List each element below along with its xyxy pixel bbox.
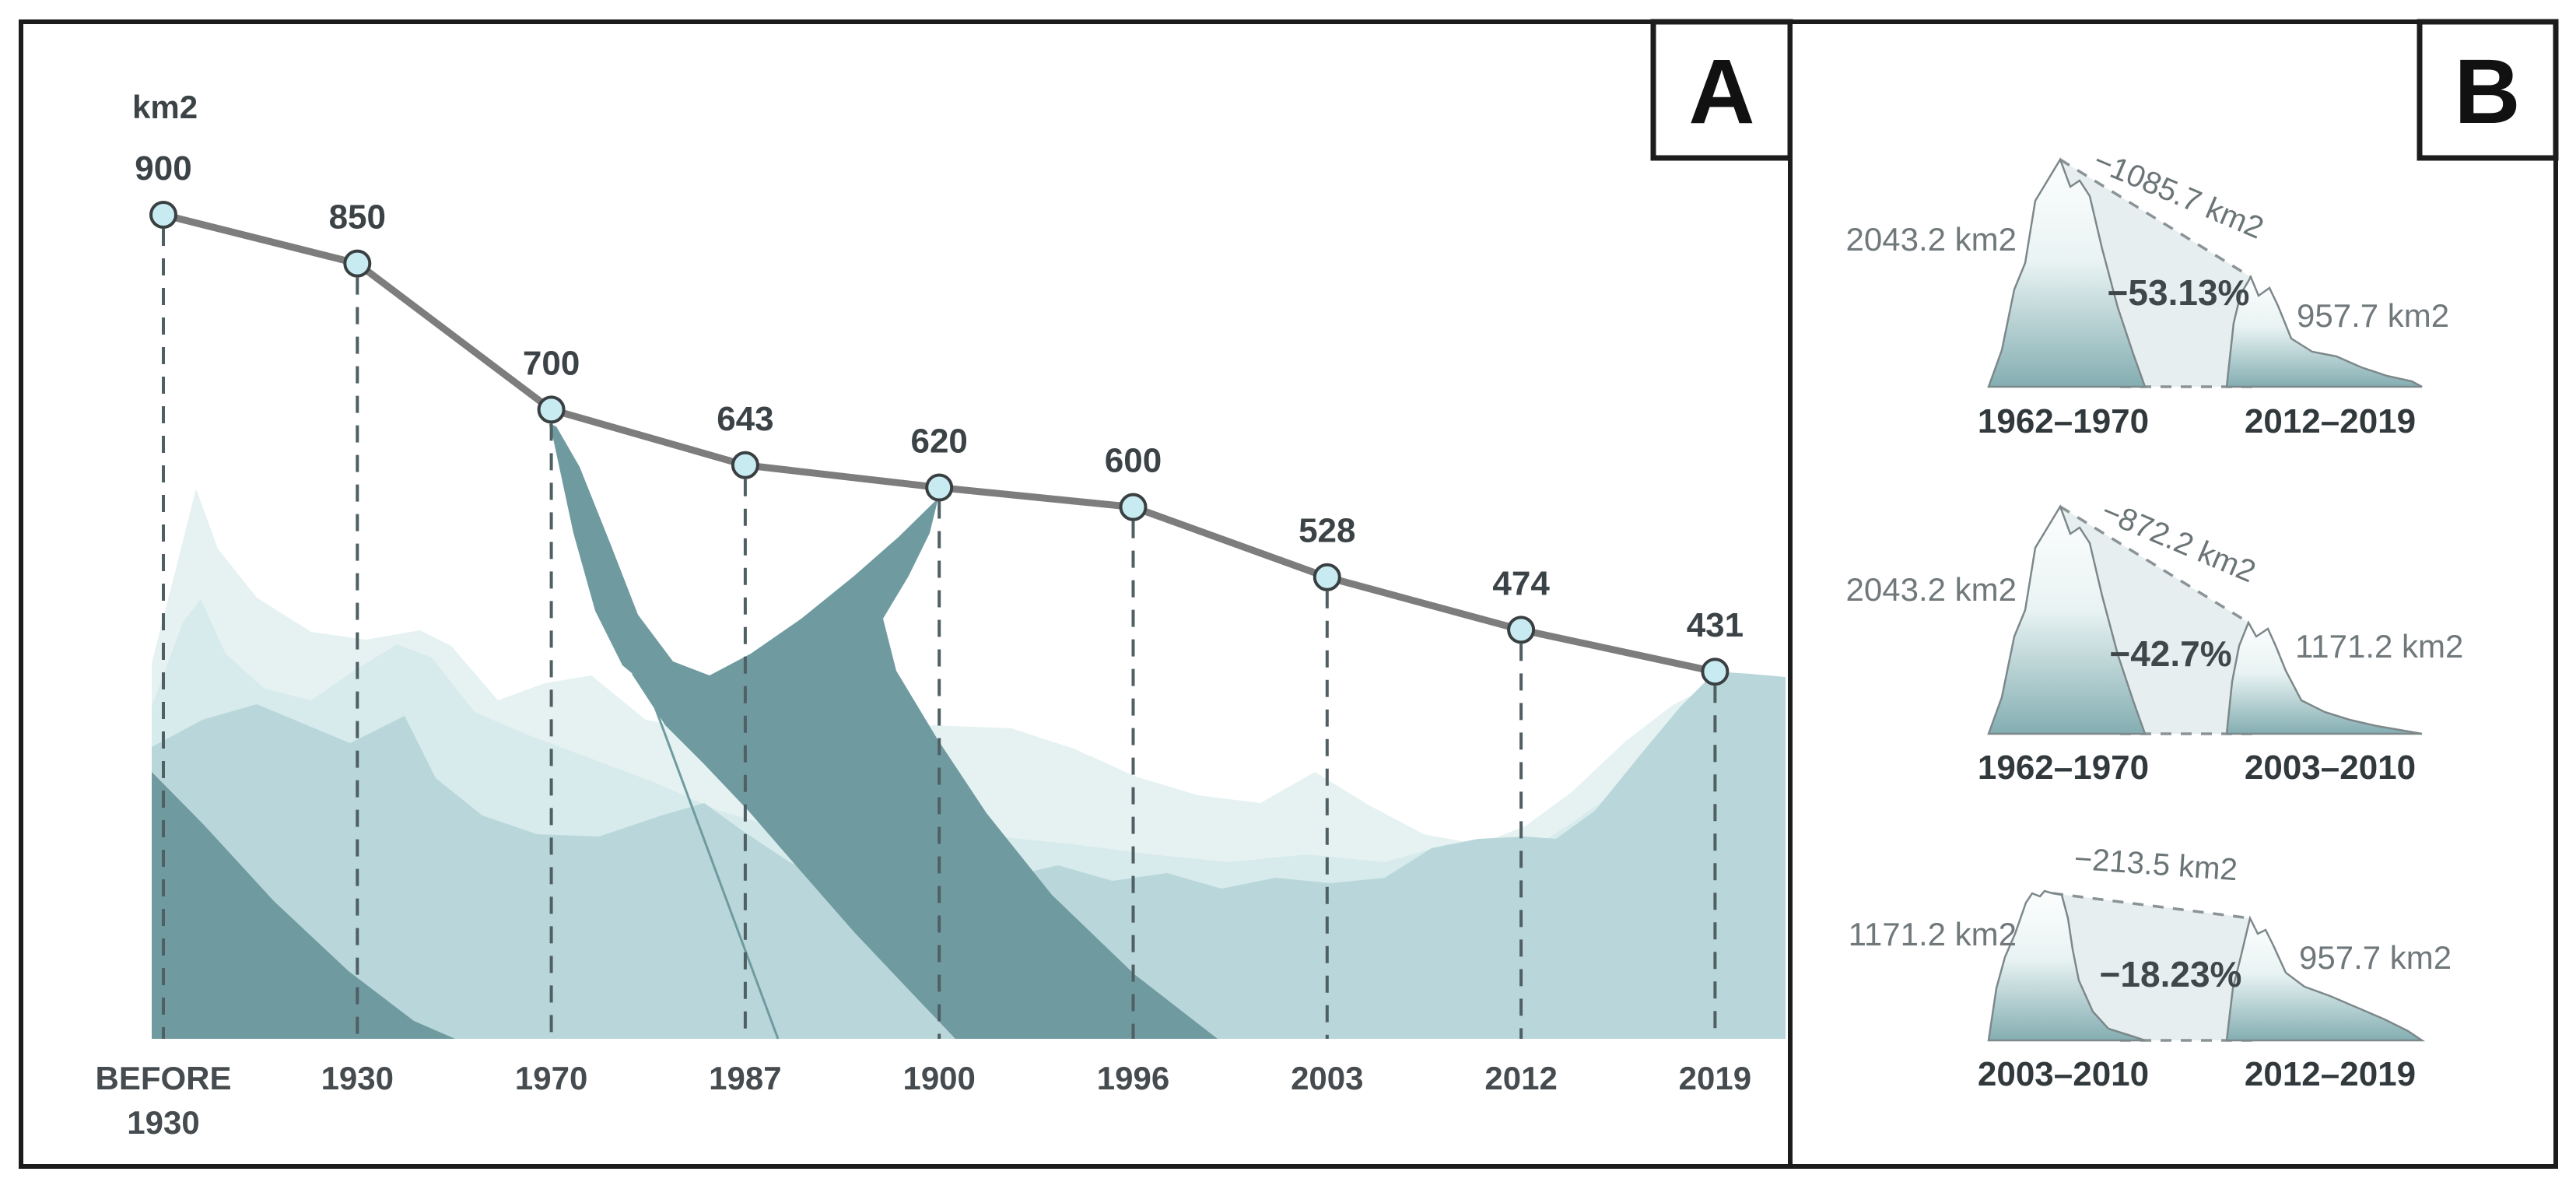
right-mountain [2225,915,2426,1042]
left-period-label: 1962–1970 [1978,402,2149,440]
right-area-label: 957.7 km2 [2297,297,2449,334]
data-point [343,249,372,278]
loss-gap-shape [2060,160,2251,387]
axis-label: 1930 [321,1060,394,1096]
data-point [925,473,954,502]
mountain-background [152,423,1786,1040]
axis-label: 2012 [1484,1060,1557,1096]
left-period-label: 2003–2010 [1978,1055,2149,1093]
data-point [1119,493,1148,521]
right-area-label: 957.7 km2 [2299,939,2452,976]
loss-dashed-line [2052,892,2251,920]
value-label: 474 [1492,564,1550,602]
left-area-label: 1171.2 km2 [1849,916,2017,952]
left-mountain [1987,157,2147,388]
axis-label: 1970 [515,1060,587,1096]
axis-labels: BEFORE 1930 1930 1970 1987 1900 1996 2003 2012 20… [95,1060,1751,1141]
glacier-upper-streak [550,424,710,720]
right-mountain [2225,275,2423,388]
dark-mountain-wedge [152,772,455,1039]
right-period-label: 2012–2019 [2245,402,2416,440]
panel-b-letter: B [2454,40,2520,143]
loss-gap-shape [2060,507,2248,734]
loss-dashed-line [2059,505,2249,624]
left-area-label: 2043.2 km2 [1846,221,2017,258]
loss-dashed-line [2059,158,2252,279]
panel-a-corner: A [1650,19,1793,161]
axis-label: BEFORE 1930 [95,1060,231,1141]
panel-b: 2043.2 km2 957.7 km2 −1085.7 km2 −53.13%… [1788,19,2559,1169]
percent-loss-label: −42.7% [2109,633,2231,674]
right-area-label: 1171.2 km2 [2295,628,2463,665]
comparison-block-2: 2043.2 km2 1171.2 km2 −872.2 km2 −42.7% … [1846,494,2464,787]
axis-label: 1900 [902,1060,975,1096]
axis-label: 2019 [1679,1060,1751,1096]
panel-b-corner: B [2417,19,2559,161]
comparison-block-1: 2043.2 km2 957.7 km2 −1085.7 km2 −53.13%… [1846,143,2450,440]
value-label: 700 [523,344,580,382]
value-label: 528 [1299,512,1355,550]
value-label: 643 [717,400,773,438]
panel-b-label-box [2417,19,2559,161]
value-label: 850 [329,198,386,237]
drop-lines [162,229,1717,1039]
y-axis-unit-label: km2 [132,89,198,125]
right-period-label: 2012–2019 [2245,1055,2416,1093]
axis-label: 1996 [1097,1060,1169,1096]
glacier-tongue [632,498,1218,1039]
percent-loss-label: −53.13% [2108,272,2250,313]
data-point [149,201,177,229]
data-point [537,395,566,424]
right-mountain [2225,620,2423,735]
value-label: 900 [135,149,191,188]
value-label: 600 [1105,442,1162,480]
loss-gap-shape [2052,893,2250,1040]
left-mountain [1987,889,2146,1042]
axis-label: 2003 [1291,1060,1363,1096]
data-points [149,201,1730,686]
panel-a: 900 850 700 643 620 600 528 474 431 BEFORE 1930 19… [19,19,1793,1169]
panel-a-letter: A [1688,40,1754,143]
data-point [1701,658,1730,686]
left-mountain [1987,504,2147,735]
left-area-label: 2043.2 km2 [1846,571,2017,608]
data-point [1313,563,1341,591]
left-period-label: 1962–1970 [1978,749,2149,787]
value-label: 620 [910,423,967,461]
background-layer-medium [152,672,1786,1039]
value-label: 431 [1687,606,1744,644]
value-labels: 900 850 700 643 620 600 528 474 431 [135,149,1744,644]
panel-a-label-box [1650,19,1793,161]
data-point [1507,616,1536,644]
data-point [731,451,759,479]
axis-label: 1987 [709,1060,781,1096]
right-period-label: 2003–2010 [2245,749,2416,787]
percent-loss-label: −18.23% [2100,954,2242,994]
